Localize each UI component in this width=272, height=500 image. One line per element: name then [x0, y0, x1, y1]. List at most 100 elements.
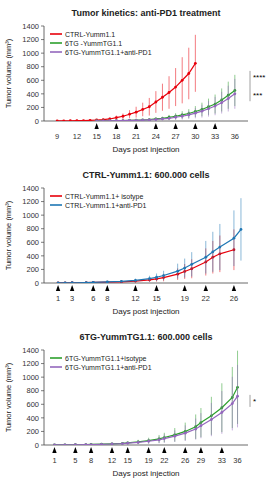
- error-bar: [212, 232, 213, 272]
- data-point: [240, 228, 243, 231]
- error-bar: [138, 440, 139, 444]
- error-bar: [64, 444, 65, 445]
- error-bar: [215, 97, 216, 115]
- y-tick: [41, 188, 44, 189]
- y-tick: [41, 39, 44, 40]
- error-bar: [86, 282, 87, 283]
- error-bar: [200, 413, 201, 438]
- legend-swatch: [50, 357, 62, 359]
- y-tick-label: 200: [26, 103, 39, 112]
- injection-arrow: [110, 447, 114, 453]
- legend-entry: CTRL-Yumm1.1: [65, 31, 115, 38]
- series-line: [54, 387, 237, 445]
- y-axis-label: Tumor volume (mm³): [4, 38, 13, 108]
- x-tick-label: 22: [160, 456, 168, 465]
- error-bar: [121, 280, 122, 282]
- y-tick-label: 800: [26, 62, 39, 71]
- error-bar: [91, 444, 92, 445]
- x-tick-label: 15: [92, 132, 100, 141]
- data-point: [181, 115, 184, 118]
- data-point: [115, 119, 118, 121]
- error-bar: [138, 441, 139, 444]
- data-point: [121, 442, 124, 445]
- x-tick-label: 1: [56, 294, 60, 303]
- error-bar: [122, 120, 123, 121]
- error-bar: [72, 282, 73, 283]
- injection-arrow: [213, 123, 217, 129]
- legend-swatch: [50, 42, 62, 44]
- legend-entry: 6TG-YummTG1.1+anti-PD1: [65, 49, 152, 56]
- error-bar: [65, 282, 66, 283]
- data-point: [108, 119, 111, 121]
- y-tick-label: 200: [26, 427, 39, 436]
- error-bar: [64, 444, 65, 445]
- error-bar: [93, 281, 94, 283]
- x-tick-label: 6: [91, 294, 95, 303]
- injection-arrow: [232, 285, 236, 291]
- significance: *: [253, 397, 256, 406]
- error-bar: [149, 98, 150, 116]
- y-tick-label: 1000: [22, 49, 39, 58]
- data-point: [74, 443, 77, 445]
- data-point: [173, 435, 176, 438]
- error-bar: [155, 118, 156, 120]
- error-bar: [76, 120, 77, 121]
- data-point: [163, 437, 166, 440]
- sig-bracket: [250, 71, 251, 101]
- y-tick-label: 0: [35, 117, 39, 126]
- y-tick-label: 800: [26, 224, 39, 233]
- error-bar: [101, 443, 102, 445]
- data-point: [137, 440, 140, 443]
- data-point: [148, 105, 151, 108]
- error-bar: [91, 444, 92, 445]
- y-tick-label: 1400: [22, 346, 39, 355]
- data-point: [115, 116, 118, 119]
- data-point: [162, 274, 165, 277]
- error-bar: [122, 114, 123, 119]
- y-tick-label: 800: [26, 386, 39, 395]
- y-tick: [41, 255, 44, 256]
- x-tick-label: 30: [191, 132, 199, 141]
- figure: Tumor kinetics: anti-PD1 treatment 0 200 40…: [0, 0, 272, 500]
- y-tick-label: 1200: [22, 35, 39, 44]
- error-bar: [195, 414, 196, 438]
- data-point: [126, 442, 129, 445]
- y-tick: [41, 215, 44, 216]
- x-tick-label: 12: [108, 456, 116, 465]
- error-bar: [103, 120, 104, 121]
- x-tick-label: 29: [197, 456, 205, 465]
- injection-arrow: [94, 123, 98, 129]
- error-bar: [63, 120, 64, 121]
- panel: CTRL-Yumm1.1: 600.000 cells0200400600800…: [4, 170, 248, 316]
- error-bar: [155, 91, 156, 113]
- error-bar: [156, 274, 157, 281]
- x-tick-label: 18: [112, 132, 120, 141]
- data-point: [134, 280, 137, 283]
- error-bar: [127, 442, 128, 444]
- error-bar: [142, 103, 143, 117]
- injection-arrow: [154, 123, 158, 129]
- significance: ****: [253, 73, 265, 82]
- x-tick-label: 26: [181, 456, 189, 465]
- panel: Tumor kinetics: anti-PD1 treatment020040…: [4, 8, 265, 154]
- error-bar: [182, 57, 183, 103]
- error-bar: [122, 120, 123, 121]
- data-point: [148, 119, 151, 121]
- error-bar: [185, 425, 186, 441]
- data-point: [141, 108, 144, 111]
- data-point: [174, 86, 177, 89]
- y-tick-label: 400: [26, 414, 39, 423]
- plot-area: [53, 351, 239, 445]
- data-point: [128, 113, 131, 116]
- error-bar: [221, 391, 222, 434]
- title: Tumor kinetics: anti-PD1 treatment: [72, 8, 221, 18]
- data-point: [76, 119, 79, 121]
- error-bar: [175, 115, 176, 120]
- data-point: [64, 281, 67, 283]
- y-axis-label: Tumor volume (mm³): [4, 200, 13, 270]
- y-tick: [41, 283, 44, 284]
- x-tick-label: 33: [211, 132, 219, 141]
- error-bar: [175, 113, 176, 119]
- injection-arrow: [114, 123, 118, 129]
- error-bar: [175, 68, 176, 106]
